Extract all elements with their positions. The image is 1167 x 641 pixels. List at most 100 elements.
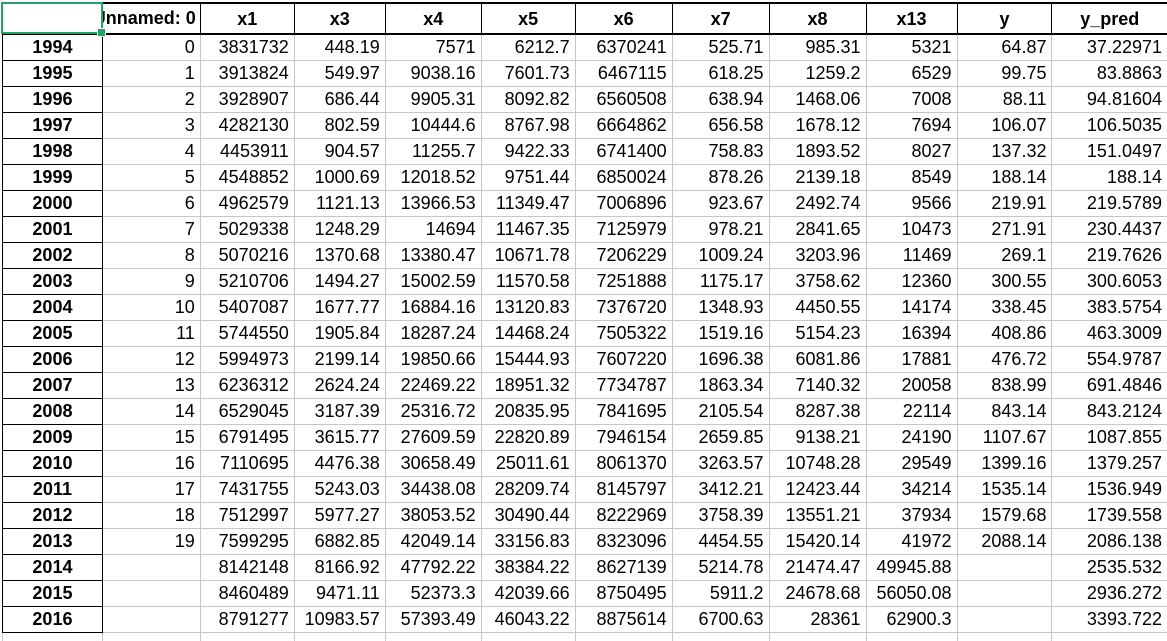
table-cell[interactable]: 1379.257 [1052,451,1167,477]
table-cell[interactable]: 6664862 [575,113,672,139]
table-cell[interactable]: 8 [102,243,200,269]
table-cell[interactable]: 21474.47 [769,555,866,581]
table-cell[interactable]: 8287.38 [769,399,866,425]
table-cell[interactable]: 3831732 [200,34,294,61]
table-cell[interactable]: 2492.74 [769,191,866,217]
table-cell[interactable]: 3615.77 [294,425,385,451]
row-header[interactable]: 2016 [3,607,103,633]
table-cell[interactable]: 6081.86 [769,347,866,373]
table-cell[interactable]: 8323096 [575,529,672,555]
column-header[interactable]: y_pred [1052,3,1167,34]
table-cell[interactable]: 1468.06 [769,87,866,113]
row-header[interactable]: 2006 [3,347,103,373]
table-cell[interactable]: 11349.47 [481,191,575,217]
table-cell[interactable]: 1121.13 [294,191,385,217]
table-cell[interactable]: 7431755 [200,477,294,503]
table-cell[interactable]: 6882.85 [294,529,385,555]
table-cell[interactable]: 14694 [385,217,481,243]
table-cell[interactable]: 3393.722 [1052,607,1167,633]
table-cell[interactable]: 99.75 [957,61,1052,87]
table-cell[interactable]: 1739.558 [1052,503,1167,529]
column-header[interactable]: x8 [769,3,866,34]
table-cell[interactable]: 1370.68 [294,243,385,269]
table-cell[interactable]: 618.25 [672,61,769,87]
table-cell[interactable]: 448.19 [294,34,385,61]
table-cell[interactable]: 5994973 [200,347,294,373]
table-cell[interactable]: 554.9787 [1052,347,1167,373]
row-header[interactable]: 1996 [3,87,103,113]
table-cell[interactable]: 28361 [769,607,866,633]
table-cell[interactable]: 7125979 [575,217,672,243]
table-cell[interactable]: 1000.69 [294,165,385,191]
table-cell[interactable]: 29549 [866,451,957,477]
table-cell[interactable]: 1 [102,61,200,87]
table-cell[interactable]: 22820.89 [481,425,575,451]
table-cell[interactable]: 1535.14 [957,477,1052,503]
table-cell[interactable]: 30490.44 [481,503,575,529]
table-cell[interactable]: 11 [102,321,200,347]
table-cell[interactable]: 7206229 [575,243,672,269]
table-cell[interactable]: 6467115 [575,61,672,87]
table-cell[interactable]: 7946154 [575,425,672,451]
table-cell[interactable]: 28209.74 [481,477,575,503]
table-cell[interactable]: 1494.27 [294,269,385,295]
table-cell[interactable]: 2535.532 [1052,555,1167,581]
table-cell[interactable]: 22469.22 [385,373,481,399]
table-cell[interactable]: 20058 [866,373,957,399]
table-cell[interactable]: 5029338 [200,217,294,243]
table-cell[interactable]: 8750495 [575,581,672,607]
table-cell[interactable]: 2086.138 [1052,529,1167,555]
table-cell[interactable]: 7140.32 [769,373,866,399]
table-cell[interactable]: 230.4437 [1052,217,1167,243]
table-cell[interactable]: 57393.49 [385,607,481,633]
table-cell[interactable]: 843.2124 [1052,399,1167,425]
table-cell[interactable]: 7505322 [575,321,672,347]
table-cell[interactable]: 38053.52 [385,503,481,529]
table-cell[interactable]: 17 [102,477,200,503]
table-cell[interactable]: 2139.18 [769,165,866,191]
table-cell[interactable]: 3187.39 [294,399,385,425]
table-cell[interactable]: 5243.03 [294,477,385,503]
table-cell[interactable]: 8791277 [200,607,294,633]
table-cell[interactable]: 14468.24 [481,321,575,347]
table-cell[interactable]: 3203.96 [769,243,866,269]
row-header[interactable]: 1998 [3,139,103,165]
table-cell[interactable]: 8627139 [575,555,672,581]
column-header[interactable]: Unnamed: 0 [102,3,200,34]
table-cell[interactable]: 18287.24 [385,321,481,347]
table-cell[interactable]: 16884.16 [385,295,481,321]
column-header[interactable]: x6 [575,3,672,34]
table-cell[interactable]: 41972 [866,529,957,555]
table-cell[interactable]: 8222969 [575,503,672,529]
table-cell[interactable]: 219.91 [957,191,1052,217]
table-cell[interactable]: 8875614 [575,607,672,633]
table-cell[interactable]: 1696.38 [672,347,769,373]
table-cell[interactable]: 1678.12 [769,113,866,139]
table-cell[interactable]: 6741400 [575,139,672,165]
table-cell[interactable]: 6700.63 [672,607,769,633]
table-cell[interactable]: 106.07 [957,113,1052,139]
table-cell[interactable]: 8142148 [200,555,294,581]
table-cell[interactable]: 151.0497 [1052,139,1167,165]
table-cell[interactable]: 7251888 [575,269,672,295]
table-cell[interactable]: 7512997 [200,503,294,529]
table-cell[interactable]: 843.14 [957,399,1052,425]
table-cell[interactable]: 6370241 [575,34,672,61]
table-cell[interactable]: 2 [102,87,200,113]
table-cell[interactable] [957,607,1052,633]
table-cell[interactable]: 525.71 [672,34,769,61]
table-cell[interactable]: 13 [102,373,200,399]
table-cell[interactable]: 7110695 [200,451,294,477]
table-cell[interactable]: 94.81604 [1052,87,1167,113]
table-cell[interactable]: 3263.57 [672,451,769,477]
table-cell[interactable]: 12018.52 [385,165,481,191]
table-cell[interactable]: 10748.28 [769,451,866,477]
table-cell[interactable]: 300.55 [957,269,1052,295]
table-cell[interactable]: 9422.33 [481,139,575,165]
table-cell[interactable]: 8027 [866,139,957,165]
table-cell[interactable]: 10 [102,295,200,321]
table-cell[interactable]: 37934 [866,503,957,529]
table-cell[interactable]: 7376720 [575,295,672,321]
table-cell[interactable]: 8145797 [575,477,672,503]
table-cell[interactable] [102,581,200,607]
